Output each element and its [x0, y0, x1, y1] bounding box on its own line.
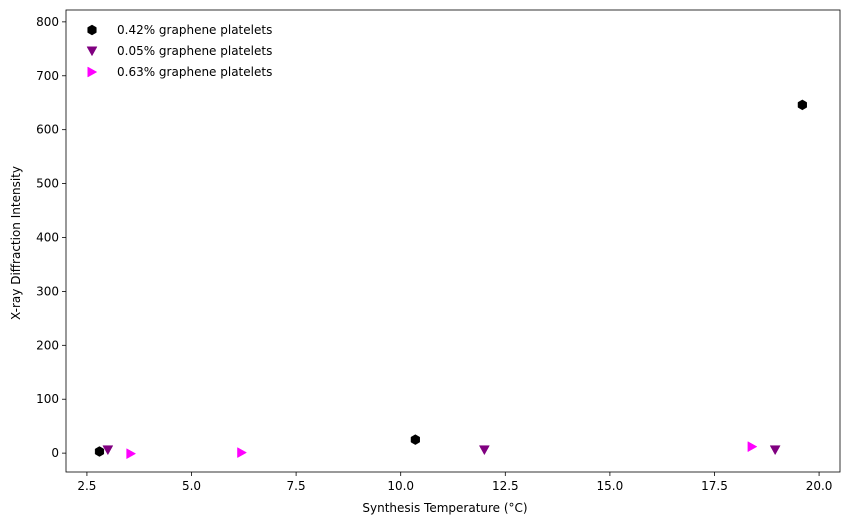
x-axis-ticks: 2.5 5.0 7.5 10.0 12.5 15.0 17.5 20.0 — [77, 472, 832, 493]
y-axis-ticks: 0 100 200 300 400 500 600 700 800 — [36, 15, 66, 460]
data-point-series-1 — [94, 446, 105, 457]
y-tick-label: 0 — [51, 446, 59, 460]
legend-label-series-1: 0.42% graphene platelets — [117, 23, 272, 37]
y-axis-label: X-ray Diffraction Intensity — [9, 166, 23, 320]
plot-frame — [65, 9, 841, 473]
y-tick-label: 400 — [36, 230, 59, 244]
y-tick-label: 600 — [36, 123, 59, 137]
x-tick-label: 5.0 — [182, 479, 201, 493]
data-point-series-2 — [102, 445, 114, 456]
legend-label-series-2: 0.05% graphene platelets — [117, 44, 272, 58]
legend-marker-series-3 — [87, 66, 98, 78]
y-tick-label: 300 — [36, 284, 59, 298]
x-tick-label: 20.0 — [806, 479, 833, 493]
x-tick-label: 10.0 — [387, 479, 414, 493]
x-tick-label: 17.5 — [701, 479, 728, 493]
legend-marker-series-1 — [87, 24, 97, 36]
data-point-series-3 — [237, 447, 247, 459]
y-tick-label: 500 — [36, 177, 59, 191]
x-tick-label: 15.0 — [597, 479, 624, 493]
x-tick-label: 7.5 — [287, 479, 306, 493]
data-point-series-2 — [769, 445, 781, 456]
legend: 0.42% graphene platelets 0.05% graphene p… — [86, 23, 272, 79]
y-tick-label: 100 — [36, 392, 59, 406]
y-tick-label: 800 — [36, 15, 59, 29]
data-point-series-1 — [797, 99, 807, 111]
x-tick-label: 2.5 — [77, 479, 96, 493]
data-point-series-3 — [126, 448, 137, 460]
y-tick-label: 200 — [36, 338, 59, 352]
data-point-series-2 — [478, 445, 490, 456]
data-point-series-3 — [747, 441, 758, 453]
y-tick-label: 700 — [36, 69, 59, 83]
x-tick-label: 12.5 — [492, 479, 519, 493]
x-axis-label: Synthesis Temperature (°C) — [362, 501, 527, 515]
data-markers — [94, 99, 807, 460]
legend-label-series-3: 0.63% graphene platelets — [117, 65, 272, 79]
plot-area — [65, 9, 841, 473]
data-point-series-1 — [410, 434, 420, 445]
legend-marker-series-2 — [86, 46, 98, 57]
